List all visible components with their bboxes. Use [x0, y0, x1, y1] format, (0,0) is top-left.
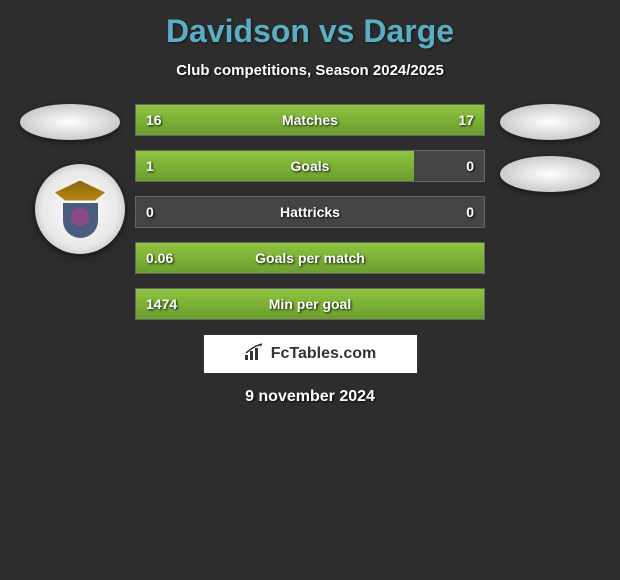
stat-label: Goals per match	[255, 250, 365, 266]
stat-row: 16 Matches 17	[135, 104, 485, 136]
page-title: Davidson vs Darge	[10, 13, 610, 50]
stat-value-left: 1474	[146, 296, 177, 312]
stat-value-left: 0.06	[146, 250, 173, 266]
stat-value-right: 17	[458, 112, 474, 128]
brand-box: FcTables.com	[203, 334, 418, 374]
stat-value-left: 1	[146, 158, 154, 174]
stat-value-left: 16	[146, 112, 162, 128]
stat-label: Goals	[291, 158, 330, 174]
club-crest	[35, 164, 125, 254]
stat-value-right: 0	[466, 158, 474, 174]
player-right-badge-2	[500, 156, 600, 192]
stat-label: Min per goal	[269, 296, 351, 312]
stat-row: 0 Hattricks 0	[135, 196, 485, 228]
player-left-badge	[20, 104, 120, 140]
stat-label: Matches	[282, 112, 338, 128]
stat-row: 1 Goals 0	[135, 150, 485, 182]
crest-bird-icon	[55, 181, 105, 201]
stat-row: 1474 Min per goal	[135, 288, 485, 320]
stat-fill-left	[136, 151, 414, 181]
player-right-badge-1	[500, 104, 600, 140]
stats-area: 16 Matches 17 1 Goals 0 0 Hattricks 0 0.06 Goals p…	[10, 104, 610, 406]
date-text: 9 november 2024	[10, 388, 610, 406]
stat-value-right: 0	[466, 204, 474, 220]
brand-text: FcTables.com	[271, 345, 377, 363]
stat-value-left: 0	[146, 204, 154, 220]
stat-row: 0.06 Goals per match	[135, 242, 485, 274]
page-subtitle: Club competitions, Season 2024/2025	[10, 62, 610, 79]
crest-shield-icon	[63, 203, 98, 238]
brand-chart-icon	[244, 343, 266, 366]
stat-label: Hattricks	[280, 204, 340, 220]
